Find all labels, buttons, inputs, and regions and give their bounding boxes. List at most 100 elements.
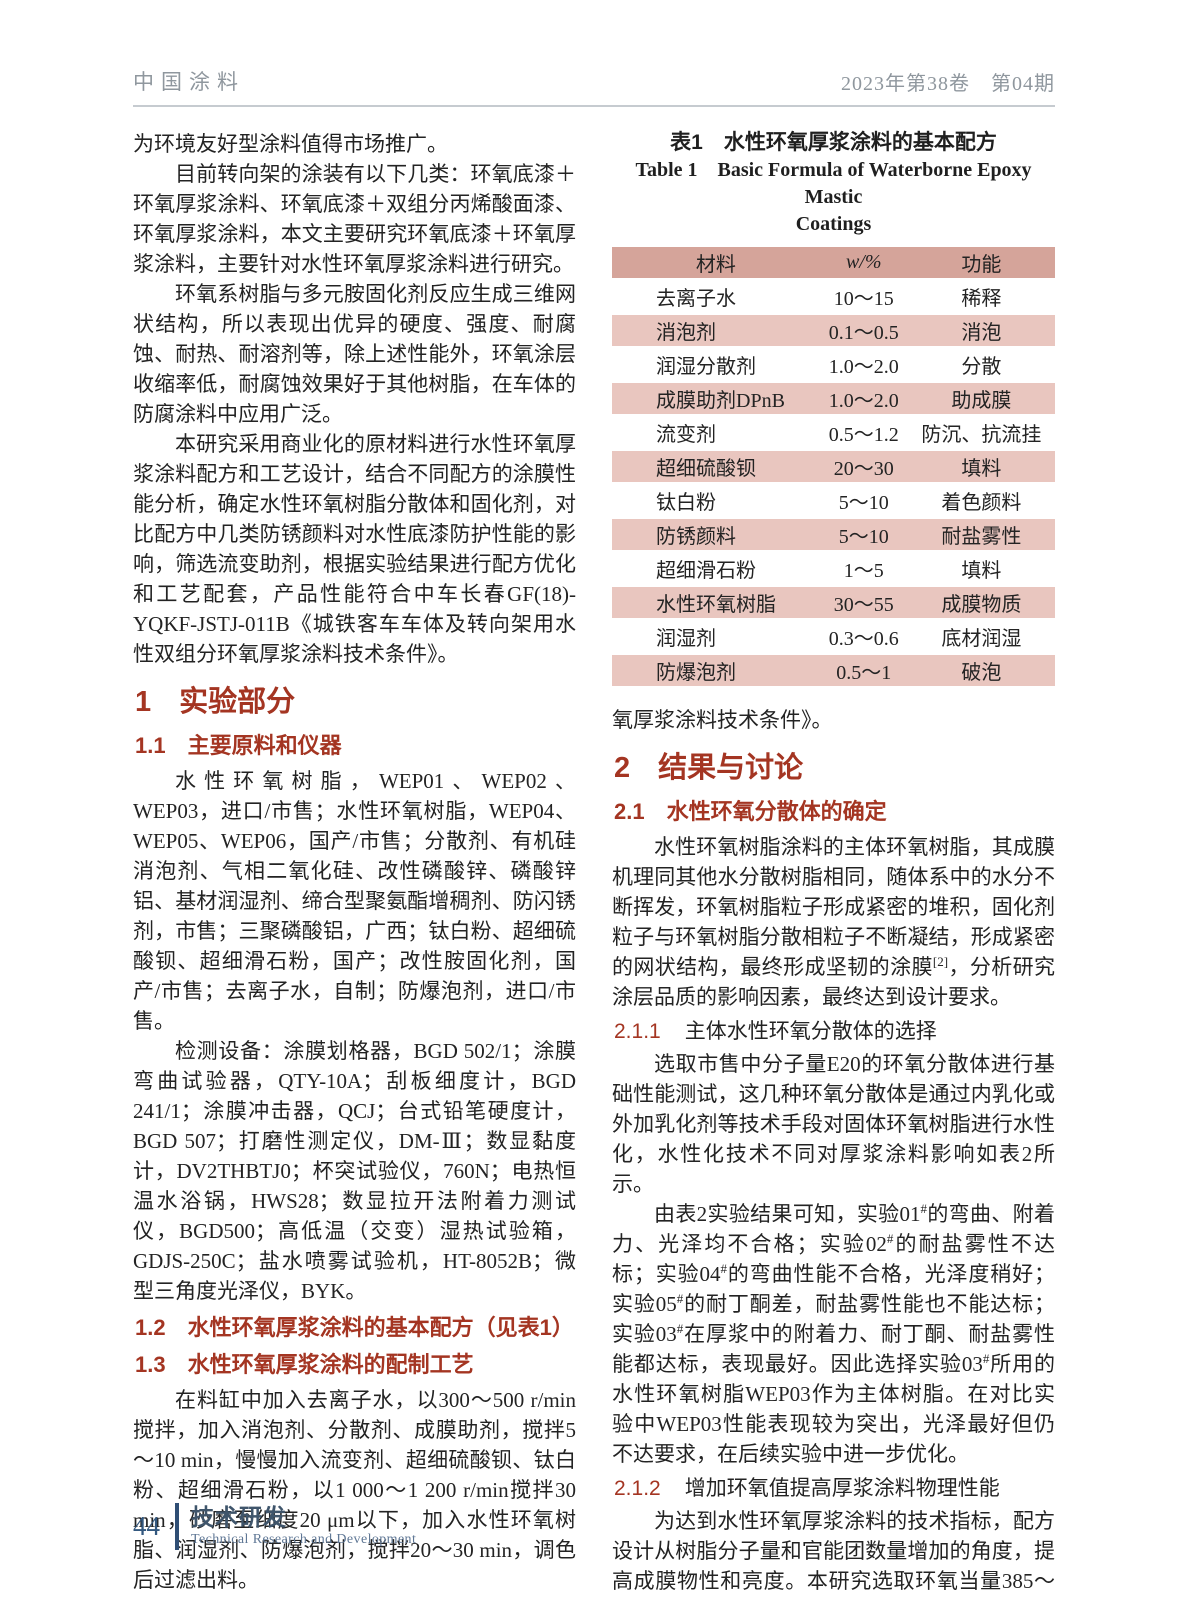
table-title-en: Coatings [795, 213, 872, 235]
footer-section-zh: 技术研发 [191, 1504, 287, 1530]
paragraph: 氧厚浆涂料技术条件》。 [612, 708, 833, 732]
cell-material: 水性环氧树脂 [612, 587, 820, 618]
cell-amount: 1.0～2.0 [828, 356, 899, 378]
subsection-heading-2-1: 2.1 水性环氧分散体的确定 [614, 797, 1055, 827]
cell-material: 润湿剂 [656, 628, 716, 650]
section-heading-1: 1 实验部分 [135, 685, 576, 719]
footer-section-block: 技术研发 Technical Research and Development [191, 1504, 416, 1549]
table-row: 润湿剂 0.3～0.6 底材润湿 [612, 621, 1055, 652]
table-row: 超细硫酸钡 20～30 填料 [612, 451, 1055, 482]
cell-material: 超细滑石粉 [656, 560, 756, 582]
table-row: 钛白粉 5～10 着色颜料 [612, 485, 1055, 516]
section-heading-2: 2 结果与讨论 [614, 751, 1055, 785]
table-row: 水性环氧树脂 30～55 成膜物质 [612, 587, 1055, 618]
page-footer: 44 技术研发 Technical Research and Developme… [133, 1503, 416, 1550]
table-title-zh: 表1 水性环氧厚浆涂料的基本配方 [670, 131, 997, 154]
cell-material: 去离子水 [656, 288, 736, 310]
cell-function: 耐盐雾性 [907, 519, 1055, 550]
cell-amount: 0.5～1 [819, 655, 908, 686]
cell-material: 成膜助剂DPnB [612, 383, 820, 414]
table-row: 润湿分散剂 1.0～2.0 分散 [612, 349, 1055, 380]
paragraph: 水性环氧树脂涂料的主体环氧树脂，其成膜机理同其他水分散树脂相同，随体系中的水分不… [612, 835, 1055, 1009]
cell-function: 稀释 [961, 288, 1002, 310]
column-header: 功能 [907, 247, 1055, 278]
cell-function: 助成膜 [907, 383, 1055, 414]
subsection-number: 1.3 [135, 1352, 166, 1377]
table-row: 超细滑石粉 1～5 填料 [612, 553, 1055, 584]
subsection-number: 1.1 [135, 733, 166, 758]
table-row: 防锈颜料 5～10 耐盐雾性 [612, 519, 1055, 550]
paragraph: 在料缸中加入去离子水，以300～500 r/min搅拌，加入消泡剂、分散剂、成膜… [133, 1388, 576, 1592]
table-row: 去离子水 10～15 稀释 [612, 281, 1055, 312]
table-row: 成膜助剂DPnB 1.0～2.0 助成膜 [612, 383, 1055, 414]
cell-amount: 0.1～0.5 [819, 315, 908, 346]
cell-function: 填料 [907, 451, 1055, 482]
subsection-heading-1-3: 1.3 水性环氧厚浆涂料的配制工艺 [135, 1350, 576, 1380]
cell-amount: 5～10 [819, 519, 908, 550]
cell-function: 填料 [961, 560, 1002, 582]
section-title: 实验部分 [179, 686, 296, 718]
subsection-heading-1-2: 1.2 水性环氧厚浆涂料的基本配方（见表1） [135, 1313, 576, 1343]
cell-function: 破泡 [907, 655, 1055, 686]
table-row: 防爆泡剂 0.5～1 破泡 [612, 655, 1055, 686]
page-header: 中国涂料 2023年第38卷 第04期 [133, 66, 1055, 107]
subsubsection-number: 2.1.1 [614, 1020, 661, 1043]
cell-function: 底材润湿 [941, 628, 1022, 650]
paragraph: 选取市售中分子量E20的环氧分散体进行基础性能测试，这几种环氧分散体是通过内乳化… [612, 1052, 1055, 1196]
subsection-title: 水性环氧厚浆涂料的基本配方（见表1） [187, 1315, 574, 1340]
cell-amount: 5～10 [838, 492, 889, 514]
issue-info: 2023年第38卷 第04期 [841, 73, 1055, 95]
cell-material: 流变剂 [656, 424, 716, 446]
two-column-body: 为环境友好型涂料值得市场推广。 目前转向架的涂装有以下几类：环氧底漆＋环氧厚浆涂… [133, 129, 1055, 1600]
subsection-title: 水性环氧分散体的确定 [666, 799, 887, 824]
section-number: 2 [614, 752, 631, 784]
left-column: 为环境友好型涂料值得市场推广。 目前转向架的涂装有以下几类：环氧底漆＋环氧厚浆涂… [133, 129, 576, 1600]
cell-amount: 0.5～1.2 [828, 424, 899, 446]
paragraph: 为达到水性环氧厚浆涂料的技术指标，配方设计从树脂分子量和官能团数量增加的角度，提… [612, 1509, 1055, 1600]
cell-function: 消泡 [907, 315, 1055, 346]
cell-material: 超细硫酸钡 [612, 451, 820, 482]
subsection-number: 2.1 [614, 799, 645, 824]
cell-function: 分散 [961, 356, 1002, 378]
section-number: 1 [135, 686, 152, 718]
cell-amount: 30～55 [819, 587, 908, 618]
subsubsection-heading-2-1-2: 2.1.2 增加环氧值提高厚浆涂料物理性能 [614, 1473, 1055, 1504]
subsection-title: 主要原料和仪器 [187, 733, 342, 758]
formula-table: 材料 w/% 功能 去离子水 10～15 稀释 [612, 244, 1055, 689]
cell-material: 防爆泡剂 [612, 655, 820, 686]
table-title-en: Table 1 Basic Formula of Waterborne Epox… [635, 159, 1032, 208]
section-title: 结果与讨论 [658, 752, 804, 784]
right-column: 表1 水性环氧厚浆涂料的基本配方 Table 1 Basic Formula o… [612, 129, 1055, 1600]
subsubsection-title: 增加环氧值提高厚浆涂料物理性能 [684, 1476, 1000, 1500]
footer-divider-bar [175, 1503, 179, 1550]
footer-section-en: Technical Research and Development [191, 1532, 417, 1547]
subsubsection-heading-2-1-1: 2.1.1 主体水性环氧分散体的选择 [614, 1016, 1055, 1047]
cell-function: 成膜物质 [907, 587, 1055, 618]
subsection-heading-1-1: 1.1 主要原料和仪器 [135, 731, 576, 761]
journal-title: 中国涂料 [133, 70, 245, 94]
cell-amount: 1.0～2.0 [819, 383, 908, 414]
cell-function: 防沉、抗流挂 [921, 424, 1042, 446]
cell-material: 消泡剂 [612, 315, 820, 346]
paragraph: 由表2实验结果可知，实验01#的弯曲、附着力、光泽均不合格；实验02#的耐盐雾性… [612, 1201, 1056, 1466]
paragraph: 环氧系树脂与多元胺固化剂反应生成三维网状结构，所以表现出优异的硬度、强度、耐腐蚀… [133, 282, 576, 426]
paragraph: 本研究采用商业化的原材料进行水性环氧厚浆涂料配方和工艺设计，结合不同配方的涂膜性… [133, 432, 576, 666]
paragraph: 检测设备：涂膜划格器，BGD 502/1；涂膜弯曲试验器，QTY-10A；刮板细… [133, 1039, 576, 1303]
cell-amount: 1～5 [843, 560, 884, 582]
subsubsection-number: 2.1.2 [614, 1477, 661, 1500]
column-header: 材料 [612, 247, 820, 278]
paragraph: 目前转向架的涂装有以下几类：环氧底漆＋环氧厚浆涂料、环氧底漆＋双组分丙烯酸面漆、… [133, 162, 576, 276]
table-row: 消泡剂 0.1～0.5 消泡 [612, 315, 1055, 346]
cell-amount: 0.3～0.6 [828, 628, 899, 650]
cell-material: 润湿分散剂 [656, 356, 756, 378]
cell-material: 钛白粉 [656, 492, 716, 514]
table-1: 表1 水性环氧厚浆涂料的基本配方 Table 1 Basic Formula o… [612, 129, 1055, 689]
page-number: 44 [133, 1511, 160, 1541]
paragraph: 水性环氧树脂，WEP01、WEP02、WEP03，进口/市售；水性环氧树脂，WE… [133, 769, 576, 1033]
table-row: 流变剂 0.5～1.2 防沉、抗流挂 [612, 417, 1055, 448]
cell-function: 着色颜料 [941, 492, 1022, 514]
paragraph: 为环境友好型涂料值得市场推广。 [133, 132, 448, 156]
cell-amount: 20～30 [819, 451, 908, 482]
cell-material: 防锈颜料 [612, 519, 820, 550]
